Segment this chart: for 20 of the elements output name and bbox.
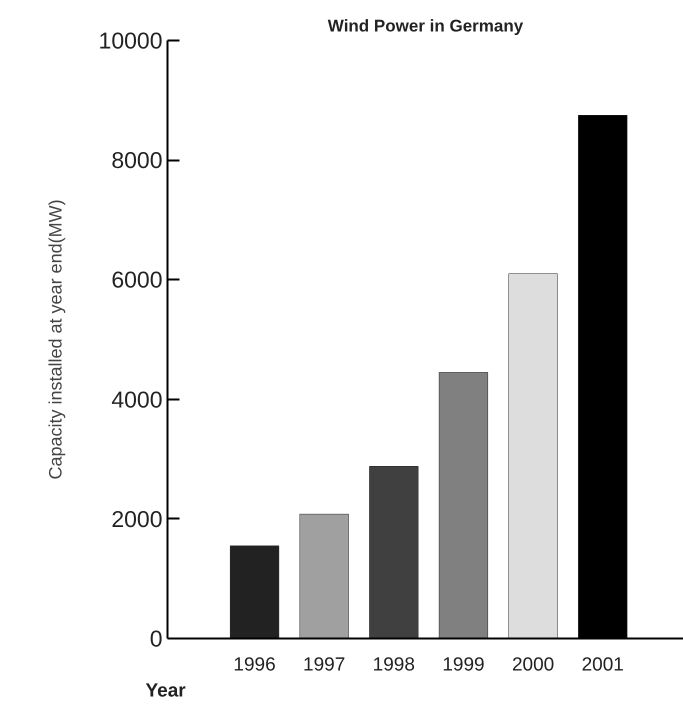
x-tick-label: 1996 <box>233 654 276 676</box>
x-tick-label: 1997 <box>303 654 346 676</box>
bar <box>508 273 558 638</box>
y-tick-label: 6000 <box>111 266 163 293</box>
bar <box>369 466 418 638</box>
y-tick-label: 2000 <box>111 506 163 532</box>
y-axis-title: Capacity installed at year end(MW) <box>46 199 66 480</box>
bar <box>230 546 280 638</box>
x-tick-label: 2000 <box>512 654 554 676</box>
bar <box>300 514 349 638</box>
chart-title: Wind Power in Germany <box>328 16 524 36</box>
x-tick-label: 1998 <box>372 654 415 676</box>
x-tick-label: 2001 <box>582 654 624 676</box>
y-tick-label: 4000 <box>111 386 163 412</box>
y-tick-label: 8000 <box>111 147 163 174</box>
y-tick-label: 0 <box>150 626 163 652</box>
bar <box>438 372 488 638</box>
x-axis-title: Year <box>146 680 186 702</box>
y-tick-label: 10000 <box>98 28 163 54</box>
x-tick-label: 1999 <box>442 654 485 676</box>
